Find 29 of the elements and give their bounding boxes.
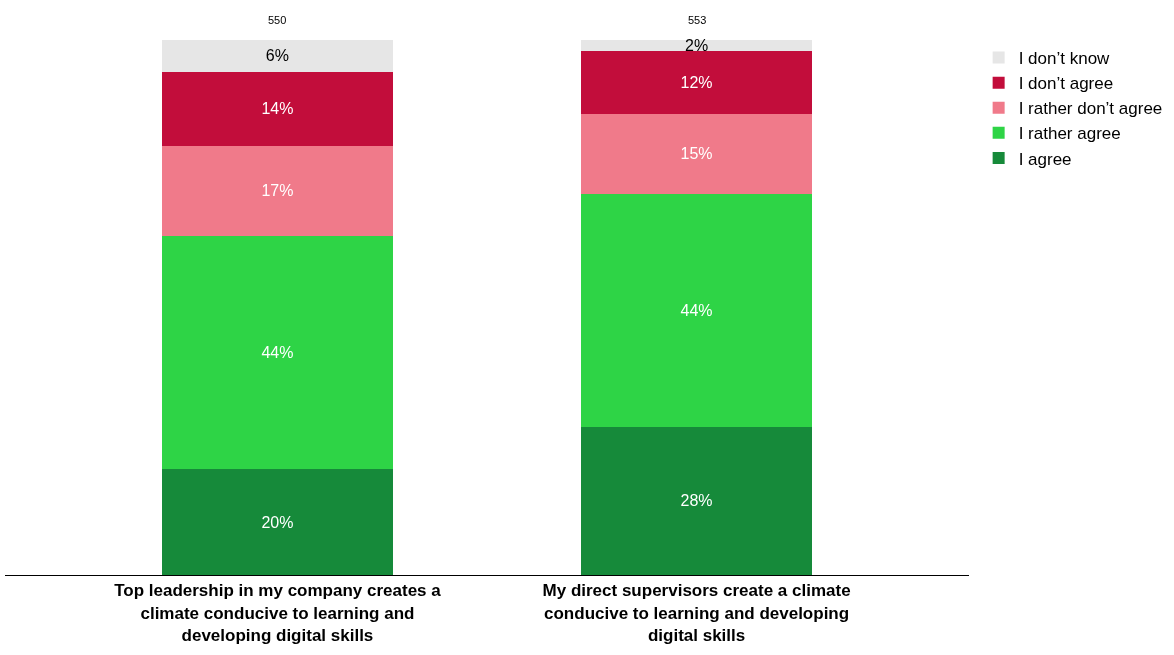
data-label: 20% [261,513,294,531]
data-label: 2% [685,36,709,54]
data-label: 12% [680,73,713,91]
data-label: 28% [680,492,713,510]
legend-label: I rather don’t agree [1018,99,1163,119]
data-label: 44% [261,344,294,362]
legend-label: I don’t agree [1018,74,1114,94]
bar [162,145,393,236]
x-tick-label: Top leadership in my company creates a climate conducive to learning and developing digital skills [114,581,442,645]
text: 553 [688,14,707,26]
x-tick-label: My direct supervisors create a climate conducive to learning and developing digital skills [542,581,851,645]
data-label: 15% [680,145,713,163]
bar [581,40,812,51]
bar [162,71,393,146]
bar [162,40,393,72]
bar [162,235,393,470]
bar [581,50,812,115]
legend-label: I agree [1018,149,1072,169]
data-label: 17% [261,182,294,200]
bar [581,193,812,427]
legend-label: I don’t know [1018,49,1111,69]
bar [581,426,812,575]
legend-label: I rather agree [1018,124,1121,144]
data-label: 44% [680,301,713,319]
bar [581,114,812,194]
data-label: 6% [265,47,289,65]
data-label: 14% [261,100,294,118]
text: 550 [268,14,287,26]
bar [162,469,393,575]
